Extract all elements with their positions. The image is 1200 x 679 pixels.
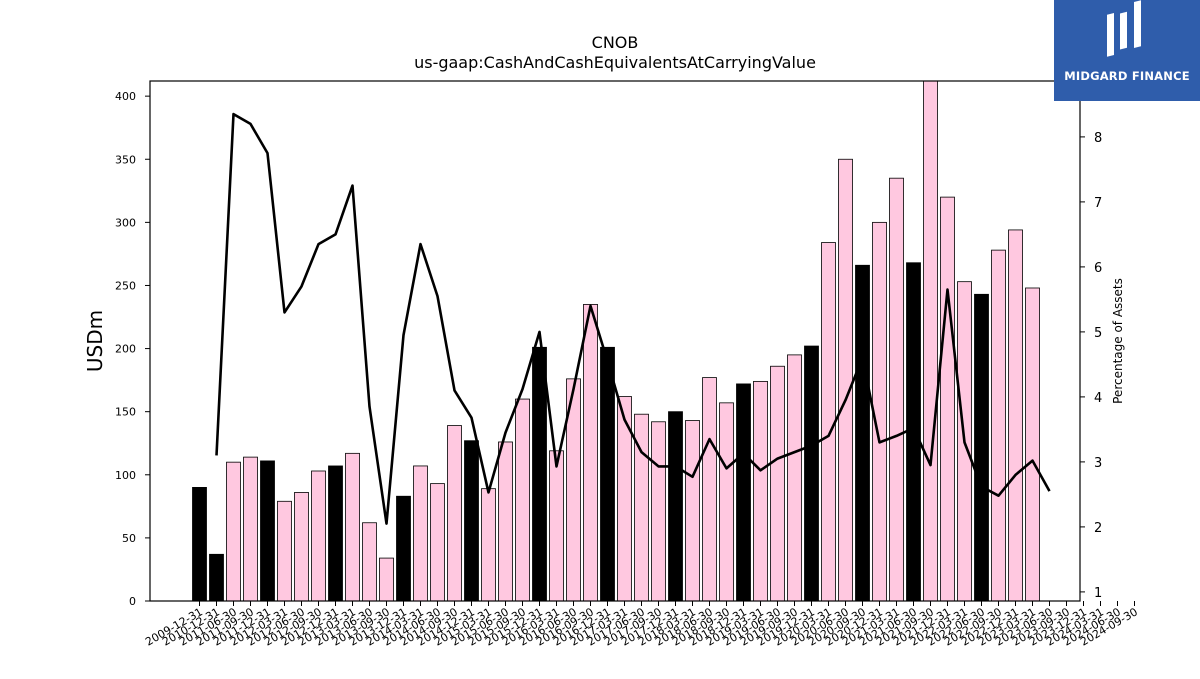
- bar: [260, 460, 275, 602]
- bar: [379, 557, 394, 602]
- bar: [600, 346, 615, 602]
- bar: [583, 303, 598, 602]
- y-tick-label: 300: [115, 216, 136, 229]
- bar: [906, 262, 921, 602]
- y-tick-label: 50: [122, 532, 136, 545]
- bar: [549, 450, 564, 602]
- bar: [294, 492, 309, 602]
- y2-tick-label: 2: [1094, 521, 1102, 536]
- chart-title: CNOB: [592, 33, 639, 52]
- logo-mark-icon: [1107, 0, 1141, 57]
- percentage-line: [215, 112, 1051, 525]
- bar: [413, 465, 428, 602]
- midgard-finance-logo: MIDGARD FINANCE: [1054, 0, 1200, 101]
- bar: [447, 425, 462, 602]
- bar: [838, 158, 853, 602]
- y2-tick-label: 5: [1094, 326, 1102, 341]
- y2-tick-label: 1: [1094, 586, 1102, 601]
- bar: [396, 495, 411, 602]
- bar: [226, 461, 241, 602]
- bar: [345, 452, 360, 602]
- bar: [277, 500, 292, 602]
- chart-subtitle: us-gaap:CashAndCashEquivalentsAtCarrying…: [414, 53, 816, 72]
- bar: [532, 346, 547, 602]
- bar: [702, 377, 717, 602]
- bar: [889, 177, 904, 602]
- right-y-axis: 1 2 3 4 5 6 7 8: [1080, 131, 1102, 601]
- bar: [991, 249, 1006, 602]
- y2-tick-label: 3: [1094, 456, 1102, 471]
- plot-frame: [149, 80, 1081, 602]
- bar: [940, 196, 955, 602]
- y2-tick-label: 4: [1094, 391, 1102, 406]
- line-series: [215, 112, 1051, 525]
- bar-series: [192, 80, 1040, 602]
- y-axis-label: USDm: [83, 310, 107, 372]
- bar: [311, 470, 326, 602]
- y-tick-label: 150: [115, 406, 136, 419]
- bar: [821, 242, 836, 602]
- bar: [685, 420, 700, 602]
- bar: [923, 80, 938, 602]
- bar: [498, 441, 513, 602]
- logo-text: MIDGARD FINANCE: [1064, 69, 1190, 83]
- bar: [719, 402, 734, 602]
- bar: [753, 380, 768, 602]
- y-tick-label: 100: [115, 469, 136, 482]
- y2-tick-label: 7: [1094, 196, 1102, 211]
- y-tick-label: 0: [129, 595, 136, 608]
- y2-tick-label: 6: [1094, 261, 1102, 276]
- bar: [651, 421, 666, 602]
- bar: [209, 553, 224, 602]
- y-tick-label: 200: [115, 343, 136, 356]
- bar: [770, 365, 785, 602]
- bar: [515, 398, 530, 602]
- right-y-axis-label: Percentage of Assets: [1111, 278, 1125, 404]
- bar: [736, 383, 751, 602]
- x-axis: 2009-12-312010-12-312011-06-302011-09-30…: [143, 601, 1140, 649]
- y-tick-label: 400: [115, 90, 136, 103]
- bar: [464, 440, 479, 602]
- bar: [430, 483, 445, 602]
- left-y-axis: 0 50 100 150 200 250 300 350 400: [115, 90, 150, 608]
- bar: [192, 487, 207, 602]
- bar: [1008, 229, 1023, 602]
- bar: [243, 456, 258, 602]
- bar: [974, 293, 989, 602]
- y-tick-label: 250: [115, 279, 136, 292]
- bar: [855, 264, 870, 602]
- bar: [668, 411, 683, 602]
- bar: [787, 354, 802, 602]
- bar: [804, 345, 819, 602]
- bar: [362, 522, 377, 602]
- bar: [481, 488, 496, 602]
- y-tick-label: 350: [115, 153, 136, 166]
- y2-tick-label: 8: [1094, 131, 1102, 146]
- bar: [328, 465, 343, 602]
- bar: [1025, 287, 1040, 602]
